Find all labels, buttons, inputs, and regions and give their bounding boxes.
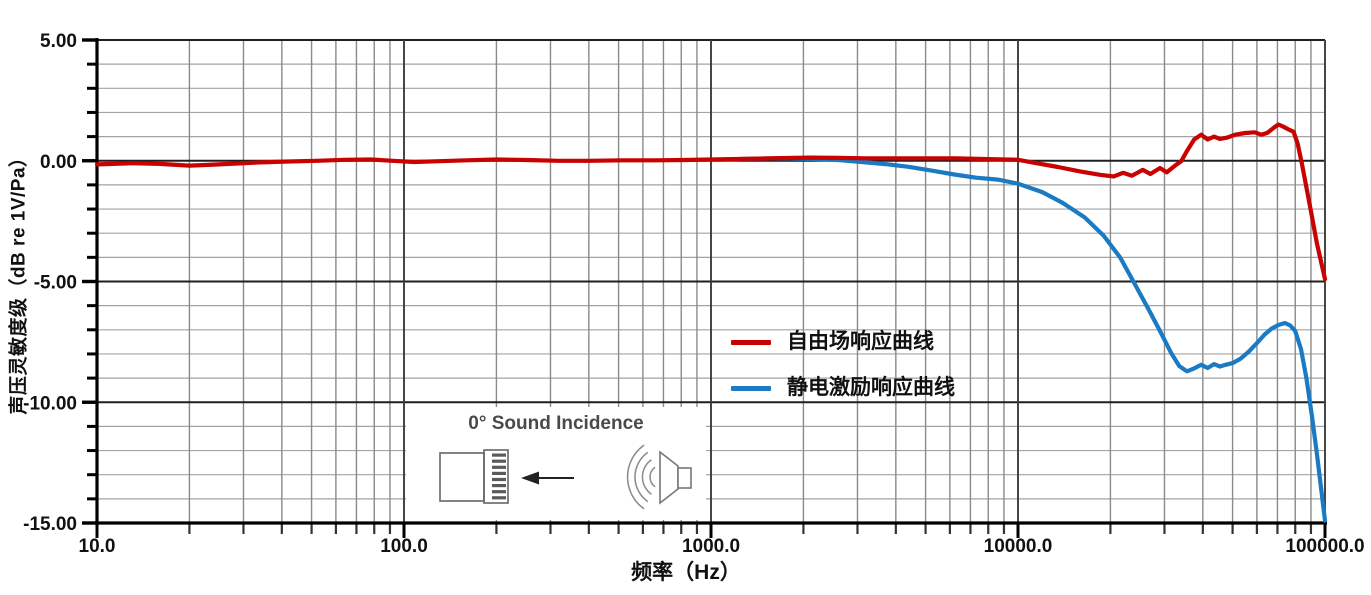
- y-axis-title: 声压灵敏度级（dB re 1V/Pa）: [8, 147, 30, 415]
- svg-text:-10.00: -10.00: [23, 393, 77, 414]
- legend-label-free-field: 自由场响应曲线: [787, 330, 934, 353]
- x-axis-title: 频率（Hz）: [631, 561, 741, 584]
- legend: 自由场响应曲线 静电激励响应曲线: [731, 328, 955, 420]
- svg-text:5.00: 5.00: [40, 31, 77, 52]
- svg-text:-15.00: -15.00: [23, 514, 77, 535]
- legend-line-red: [731, 339, 771, 345]
- axis-lines: [95, 38, 1327, 525]
- electrostatic-curve: [715, 156, 1328, 523]
- legend-item-electrostatic: 静电激励响应曲线: [731, 374, 955, 402]
- svg-text:10000.0: 10000.0: [984, 536, 1053, 557]
- speaker-icon: [659, 450, 692, 505]
- inset-title: 0° Sound Incidence: [468, 413, 644, 434]
- svg-text:10.0: 10.0: [79, 536, 116, 557]
- svg-text:-5.00: -5.00: [34, 273, 77, 294]
- svg-text:1000.0: 1000.0: [682, 536, 740, 557]
- svg-text:100000.0: 100000.0: [1285, 536, 1364, 557]
- microphone-grille: [492, 453, 506, 500]
- svg-text:0.00: 0.00: [40, 152, 77, 173]
- free-field-curve: [94, 122, 1328, 282]
- sound-waves-icon: [626, 444, 656, 510]
- svg-text:100.0: 100.0: [380, 536, 428, 557]
- inset-diagram: [439, 444, 692, 510]
- legend-label-electrostatic: 静电激励响应曲线: [787, 376, 955, 399]
- microphone-icon: [439, 449, 509, 504]
- arrow-left-icon: [521, 471, 574, 485]
- legend-line-blue: [731, 385, 771, 391]
- axis-ticks: [82, 38, 1327, 538]
- sound-incidence-inset: 0° Sound Incidence: [406, 407, 706, 520]
- legend-item-free-field: 自由场响应曲线: [731, 328, 955, 356]
